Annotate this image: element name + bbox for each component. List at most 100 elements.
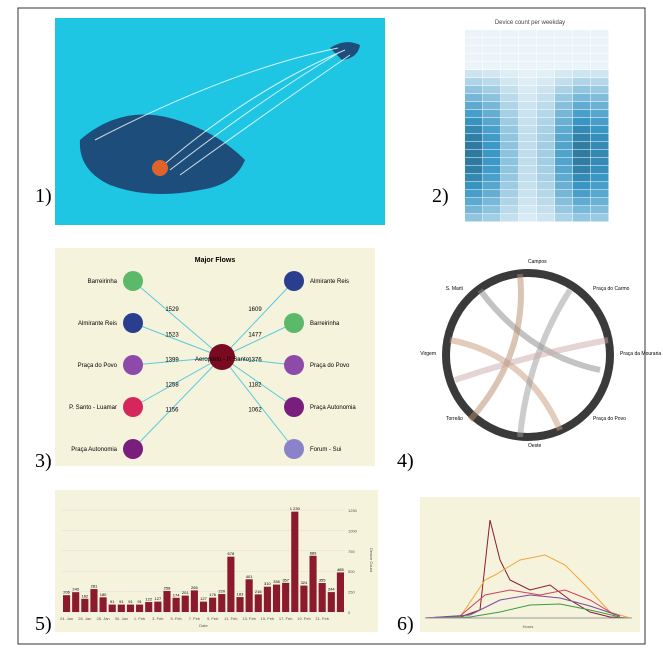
heat-cell — [519, 62, 537, 70]
heat-cell — [555, 110, 573, 118]
node — [284, 397, 304, 417]
value-label: 162 — [81, 593, 88, 598]
x-tick-label: 24. Jan — [60, 616, 73, 621]
chord-label: Campos — [528, 259, 547, 265]
heat-cell — [573, 166, 591, 174]
x-tick-label: 17. Feb — [279, 616, 293, 621]
bar — [227, 557, 234, 612]
heat-cell — [501, 150, 519, 158]
heat-cell — [573, 126, 591, 134]
heat-cell — [537, 182, 555, 190]
heat-cell — [501, 102, 519, 110]
heat-cell — [465, 214, 483, 222]
heat-cell — [519, 94, 537, 102]
value-label: 336 — [273, 579, 280, 584]
heat-cell — [501, 182, 519, 190]
x-axis-title: Date — [199, 623, 208, 628]
flow-label: 1477 — [248, 332, 262, 338]
x-tick-label: 3. Feb — [152, 616, 164, 621]
heat-cell — [519, 118, 537, 126]
heat-cell — [501, 110, 519, 118]
heat-cell — [591, 94, 609, 102]
heat-cell — [573, 78, 591, 86]
value-label: 265 — [191, 585, 198, 590]
node-label: Praça Autonomia — [310, 405, 356, 411]
heat-cell — [555, 38, 573, 46]
heat-cell — [573, 206, 591, 214]
heat-cell — [555, 150, 573, 158]
y-tick-label: 1250 — [348, 508, 358, 513]
heat-cell — [501, 126, 519, 134]
node-label: Praça do Povo — [78, 363, 118, 369]
heat-cell — [555, 118, 573, 126]
heat-cell — [591, 190, 609, 198]
heat-cell — [519, 46, 537, 54]
heat-cell — [537, 78, 555, 86]
value-label: 485 — [337, 567, 344, 572]
heat-cell — [573, 46, 591, 54]
x-tick-label: 21. Feb — [315, 616, 329, 621]
heat-cell — [519, 86, 537, 94]
heat-cell — [465, 134, 483, 142]
heat-cell — [573, 198, 591, 206]
bar — [328, 592, 335, 612]
heat-cell — [483, 206, 501, 214]
heat-cell — [537, 150, 555, 158]
heat-cell — [519, 214, 537, 222]
heat-cell — [519, 38, 537, 46]
node — [284, 313, 304, 333]
heat-cell — [537, 142, 555, 150]
heat-cell — [537, 70, 555, 78]
node-label: Praça Autonomia — [71, 447, 117, 453]
panel-label: 4) — [397, 450, 414, 472]
heat-cell — [483, 150, 501, 158]
heat-cell — [573, 150, 591, 158]
value-label: 357 — [282, 577, 289, 582]
heat-cell — [483, 86, 501, 94]
heat-cell — [573, 38, 591, 46]
bar — [81, 599, 88, 612]
heat-cell — [483, 118, 501, 126]
value-label: 91 — [110, 599, 115, 604]
node-label: Almirante Reis — [78, 321, 117, 327]
x-tick-label: 1. Feb — [134, 616, 146, 621]
heat-cell — [555, 86, 573, 94]
heat-cell — [591, 134, 609, 142]
heat-cell — [537, 46, 555, 54]
heat-cell — [555, 46, 573, 54]
heat-cell — [501, 62, 519, 70]
value-label: 689 — [310, 550, 317, 555]
value-label: 324 — [301, 580, 308, 585]
heat-cell — [465, 190, 483, 198]
flows-title: Major Flows — [195, 257, 236, 264]
heat-cell — [537, 134, 555, 142]
bar — [191, 590, 198, 612]
bar — [63, 595, 70, 612]
value-label: 220 — [218, 589, 225, 594]
chord-label: Torreão — [446, 416, 463, 422]
node — [284, 355, 304, 375]
bar — [182, 596, 189, 612]
heat-cell — [537, 158, 555, 166]
heat-cell — [483, 126, 501, 134]
flow-label: 1399 — [165, 357, 179, 363]
heat-cell — [501, 190, 519, 198]
bar — [319, 583, 326, 612]
value-label: 281 — [91, 584, 98, 589]
heat-cell — [573, 118, 591, 126]
heat-cell — [555, 54, 573, 62]
value-label: 122 — [145, 597, 152, 602]
chord-label: S. Marti — [446, 286, 463, 292]
x-tick-label: 28. Jan — [97, 616, 110, 621]
x-tick-label: 19. Feb — [297, 616, 311, 621]
value-label: 174 — [173, 592, 180, 597]
heat-cell — [501, 166, 519, 174]
flow-label: 1523 — [165, 332, 179, 338]
bar — [255, 594, 262, 612]
x-tick-label: 13. Feb — [242, 616, 256, 621]
heat-cell — [465, 30, 483, 38]
value-label: 127 — [200, 596, 207, 601]
heat-cell — [519, 182, 537, 190]
heat-cell — [501, 86, 519, 94]
x-axis-title: Hours — [523, 624, 534, 629]
